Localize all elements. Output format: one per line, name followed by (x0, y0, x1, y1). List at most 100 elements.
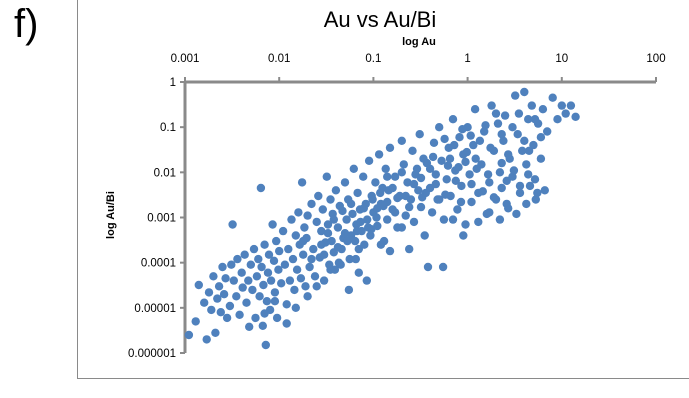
y-tick-label: 0.00001 (134, 303, 176, 315)
scatter-point (232, 292, 241, 301)
scatter-point (538, 105, 548, 114)
scatter-point (303, 292, 312, 301)
scatter-point (204, 288, 214, 297)
scatter-point (520, 136, 529, 145)
y-axis-label: log Au/Bi (105, 191, 117, 239)
x-tick-label: 10 (555, 53, 568, 65)
scatter-point (350, 236, 360, 246)
scatter-point (456, 197, 466, 207)
x-tick-label: 1 (464, 53, 470, 65)
scatter-point (524, 115, 533, 124)
scatter-point (412, 164, 422, 173)
scatter-point (499, 136, 508, 145)
x-axis-label: log Au (402, 36, 436, 48)
scatter-point (277, 279, 286, 288)
scatter-point (509, 166, 519, 175)
scatter-point (405, 244, 414, 254)
scatter-point (297, 178, 307, 187)
scatter-point (422, 158, 432, 168)
scatter-point (470, 105, 480, 114)
scatter-point (372, 213, 381, 222)
scatter-point (229, 276, 238, 285)
scatter-point (240, 250, 249, 259)
scatter-point (491, 109, 501, 118)
scatter-point (397, 223, 406, 232)
scatter-point (348, 209, 357, 219)
scatter-point (467, 197, 476, 207)
scatter-point (500, 111, 510, 120)
scatter-point (401, 211, 410, 220)
scatter-point (408, 146, 417, 155)
scatter-point (326, 195, 335, 204)
scatter-point (202, 335, 211, 344)
scatter-point (425, 183, 435, 193)
scatter-point (235, 310, 244, 319)
scatter-point (457, 181, 466, 191)
scatter-point (282, 300, 291, 309)
scatter-point (252, 272, 262, 281)
scatter-point (307, 254, 316, 264)
scatter-point (561, 109, 570, 118)
scatter-point (461, 157, 470, 167)
scatter-point (333, 243, 343, 252)
scatter-point (397, 168, 406, 177)
x-tick-label: 0.01 (268, 53, 290, 65)
scatter-point (268, 220, 277, 229)
scatter-point (272, 313, 282, 323)
scatter-point (438, 262, 448, 272)
scatter-point (346, 199, 356, 209)
scatter-point (414, 186, 423, 195)
scatter-point (451, 176, 460, 185)
x-tick-label: 0.1 (365, 53, 381, 65)
scatter-point (249, 244, 259, 254)
y-tick-label: 0.000001 (128, 348, 176, 360)
scatter-point (323, 229, 333, 238)
scatter-point (314, 191, 323, 201)
scatter-point (312, 282, 321, 291)
scatter-point (397, 136, 406, 145)
scatter-point (318, 205, 327, 214)
scatter-point (207, 305, 216, 315)
scatter-point (296, 274, 306, 283)
scatter-point (359, 204, 368, 213)
scatter-point (282, 319, 291, 328)
scatter-point (191, 317, 200, 326)
scatter-point (415, 130, 424, 139)
scatter-point (209, 272, 218, 281)
scatter-point (233, 254, 242, 264)
scatter-point (251, 313, 260, 323)
scatter-point (287, 215, 296, 224)
scatter-point (317, 240, 326, 249)
scatter-point (527, 101, 536, 110)
scatter-point (497, 130, 506, 139)
scatter-point (525, 181, 535, 191)
scatter-point (428, 152, 438, 162)
scatter-point (227, 260, 236, 269)
panel-label: f) (14, 2, 39, 46)
y-tick-label: 1 (170, 77, 176, 89)
scatter-point (472, 164, 481, 173)
scatter-point (379, 201, 388, 211)
scatter-point (536, 133, 546, 142)
scatter-point (319, 250, 329, 259)
scatter-point (514, 109, 524, 118)
scatter-point (260, 240, 269, 249)
scatter-point (211, 328, 220, 337)
scatter-point (455, 133, 464, 142)
scatter-point (448, 115, 458, 124)
scatter-point (292, 265, 302, 274)
y-tick-label: 0.1 (160, 122, 176, 134)
scatter-point (435, 123, 444, 132)
scatter-point (465, 170, 474, 179)
scatter-point (437, 156, 446, 165)
scatter-point (353, 188, 362, 198)
scatter-point (512, 209, 521, 219)
x-tick-label: 100 (646, 53, 665, 65)
scatter-point (450, 140, 459, 150)
scatter-point (312, 217, 321, 227)
scatter-point (216, 308, 225, 317)
scatter-point (529, 140, 538, 150)
scatter-point (383, 215, 392, 224)
scatter-point (536, 154, 546, 163)
